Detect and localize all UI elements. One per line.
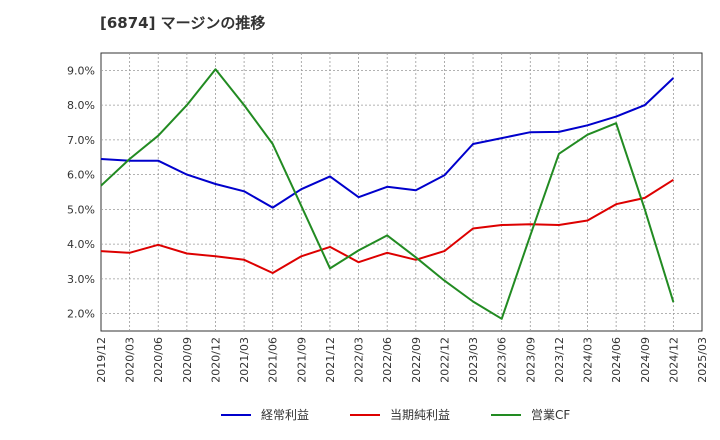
x-tick-label: 2023/03 bbox=[467, 337, 480, 383]
x-tick-label: 2020/12 bbox=[209, 337, 222, 383]
y-tick-label: 2.0% bbox=[67, 308, 95, 321]
y-tick-label: 7.0% bbox=[67, 134, 95, 147]
x-tick-label: 2025/03 bbox=[696, 337, 709, 383]
x-tick-label: 2022/09 bbox=[410, 337, 423, 383]
x-tick-label: 2021/12 bbox=[324, 337, 337, 383]
x-tick-label: 2020/06 bbox=[152, 337, 165, 383]
y-tick-label: 9.0% bbox=[67, 64, 95, 77]
plot-area bbox=[100, 52, 703, 332]
x-tick-label: 2021/03 bbox=[238, 337, 251, 383]
x-tick-label: 2024/09 bbox=[639, 337, 652, 383]
x-tick-label: 2024/06 bbox=[610, 337, 623, 383]
x-tick-label: 2020/03 bbox=[124, 337, 137, 383]
x-tick-label: 2021/06 bbox=[267, 337, 280, 383]
x-tick-label: 2024/03 bbox=[582, 337, 595, 383]
series-line-2 bbox=[100, 178, 674, 274]
x-tick-label: 2019/12 bbox=[95, 337, 108, 383]
x-tick-label: 2024/12 bbox=[667, 337, 680, 383]
x-tick-label: 2023/12 bbox=[553, 337, 566, 383]
legend-label-1: 経常利益 bbox=[261, 408, 309, 422]
legend-label-2: 当期純利益 bbox=[390, 408, 450, 422]
chart-title: [6874] マージンの推移 bbox=[100, 14, 266, 32]
x-tick-label: 2023/06 bbox=[496, 337, 509, 383]
y-tick-label: 8.0% bbox=[67, 99, 95, 112]
x-tick-label: 2023/09 bbox=[524, 337, 537, 383]
y-tick-label: 4.0% bbox=[67, 238, 95, 251]
x-tick-label: 2022/03 bbox=[353, 337, 366, 383]
x-tick-label: 2021/09 bbox=[295, 337, 308, 383]
series-line-1 bbox=[100, 77, 675, 209]
x-tick-label: 2022/12 bbox=[438, 337, 451, 383]
y-tick-label: 6.0% bbox=[67, 169, 95, 182]
x-tick-label: 2020/09 bbox=[181, 337, 194, 383]
legend-label-3: 営業CF bbox=[531, 408, 570, 422]
series-line-3 bbox=[100, 68, 675, 320]
y-tick-label: 5.0% bbox=[67, 203, 95, 216]
x-tick-label: 2022/06 bbox=[381, 337, 394, 383]
y-tick-label: 3.0% bbox=[67, 273, 95, 286]
